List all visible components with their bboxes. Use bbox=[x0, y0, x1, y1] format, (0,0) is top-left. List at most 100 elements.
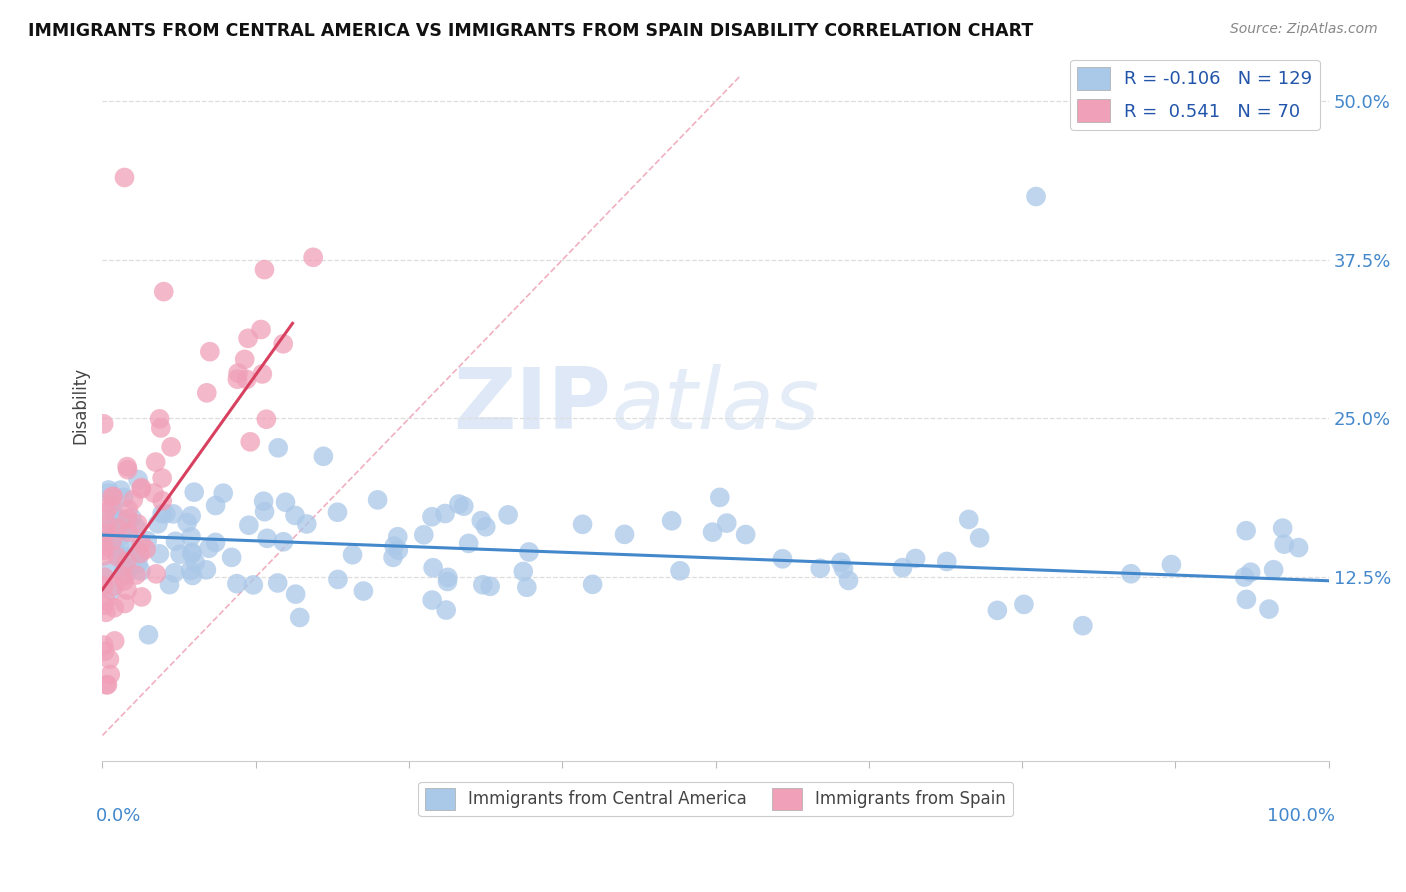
Text: Source: ZipAtlas.com: Source: ZipAtlas.com bbox=[1230, 22, 1378, 37]
Point bbox=[1012, 598, 1035, 612]
Point bbox=[111, 513, 134, 527]
Point bbox=[986, 603, 1008, 617]
Point bbox=[904, 551, 927, 566]
Point bbox=[150, 507, 173, 521]
Point bbox=[165, 534, 187, 549]
Point bbox=[136, 533, 159, 548]
Point bbox=[121, 511, 143, 525]
Point bbox=[145, 566, 167, 581]
Point bbox=[516, 580, 538, 594]
Point bbox=[837, 574, 859, 588]
Point bbox=[198, 541, 221, 556]
Point bbox=[112, 491, 135, 505]
Point bbox=[131, 481, 153, 495]
Point bbox=[93, 579, 115, 593]
Point bbox=[253, 262, 276, 277]
Text: 100.0%: 100.0% bbox=[1267, 807, 1334, 825]
Point bbox=[382, 550, 405, 565]
Point bbox=[93, 644, 115, 658]
Point bbox=[1240, 566, 1263, 580]
Point bbox=[252, 367, 274, 381]
Point bbox=[97, 517, 120, 532]
Point bbox=[93, 570, 115, 584]
Point bbox=[295, 516, 318, 531]
Point bbox=[145, 455, 167, 469]
Point bbox=[312, 450, 335, 464]
Point bbox=[129, 546, 152, 560]
Point bbox=[93, 599, 115, 613]
Point bbox=[103, 600, 125, 615]
Point bbox=[221, 550, 243, 565]
Point bbox=[302, 250, 325, 264]
Point bbox=[274, 495, 297, 509]
Point bbox=[326, 505, 349, 519]
Point bbox=[94, 504, 117, 518]
Point bbox=[159, 577, 181, 591]
Point bbox=[387, 543, 409, 558]
Point bbox=[176, 516, 198, 530]
Point bbox=[111, 569, 134, 583]
Point bbox=[96, 678, 118, 692]
Point bbox=[150, 471, 173, 485]
Point bbox=[250, 322, 273, 336]
Point bbox=[239, 434, 262, 449]
Point bbox=[160, 440, 183, 454]
Point bbox=[891, 560, 914, 574]
Point bbox=[115, 582, 138, 597]
Point bbox=[150, 494, 173, 508]
Text: atlas: atlas bbox=[612, 364, 820, 447]
Point bbox=[437, 570, 460, 584]
Point bbox=[256, 532, 278, 546]
Point bbox=[108, 516, 131, 531]
Point bbox=[107, 521, 129, 535]
Point bbox=[367, 492, 389, 507]
Text: 0.0%: 0.0% bbox=[96, 807, 142, 825]
Point bbox=[734, 527, 756, 541]
Point bbox=[114, 597, 136, 611]
Point bbox=[422, 560, 444, 574]
Point bbox=[127, 557, 149, 571]
Point bbox=[111, 529, 134, 543]
Point bbox=[183, 485, 205, 500]
Point bbox=[412, 528, 434, 542]
Point bbox=[772, 551, 794, 566]
Point bbox=[135, 542, 157, 557]
Point bbox=[138, 628, 160, 642]
Point bbox=[1119, 566, 1142, 581]
Y-axis label: Disability: Disability bbox=[72, 368, 89, 444]
Point bbox=[125, 542, 148, 557]
Point bbox=[110, 483, 132, 497]
Point bbox=[97, 486, 120, 500]
Point bbox=[143, 486, 166, 500]
Point bbox=[204, 535, 226, 549]
Point bbox=[212, 486, 235, 500]
Point bbox=[1160, 558, 1182, 572]
Point bbox=[342, 548, 364, 562]
Point bbox=[108, 538, 131, 552]
Point bbox=[125, 568, 148, 582]
Point bbox=[101, 490, 124, 504]
Point bbox=[111, 548, 134, 562]
Point bbox=[1025, 189, 1047, 203]
Point bbox=[94, 593, 117, 607]
Point bbox=[1288, 541, 1310, 555]
Point bbox=[434, 507, 457, 521]
Point bbox=[169, 547, 191, 561]
Point bbox=[808, 561, 831, 575]
Point bbox=[226, 366, 249, 380]
Point bbox=[115, 459, 138, 474]
Point bbox=[94, 525, 117, 540]
Point bbox=[181, 568, 204, 582]
Point bbox=[103, 579, 125, 593]
Point bbox=[453, 499, 475, 513]
Point bbox=[267, 576, 290, 591]
Point bbox=[184, 556, 207, 570]
Point bbox=[204, 499, 226, 513]
Point bbox=[969, 531, 991, 545]
Point bbox=[267, 441, 290, 455]
Point bbox=[613, 527, 636, 541]
Point bbox=[284, 587, 307, 601]
Point bbox=[496, 508, 519, 522]
Point bbox=[93, 638, 115, 652]
Point bbox=[1272, 537, 1295, 551]
